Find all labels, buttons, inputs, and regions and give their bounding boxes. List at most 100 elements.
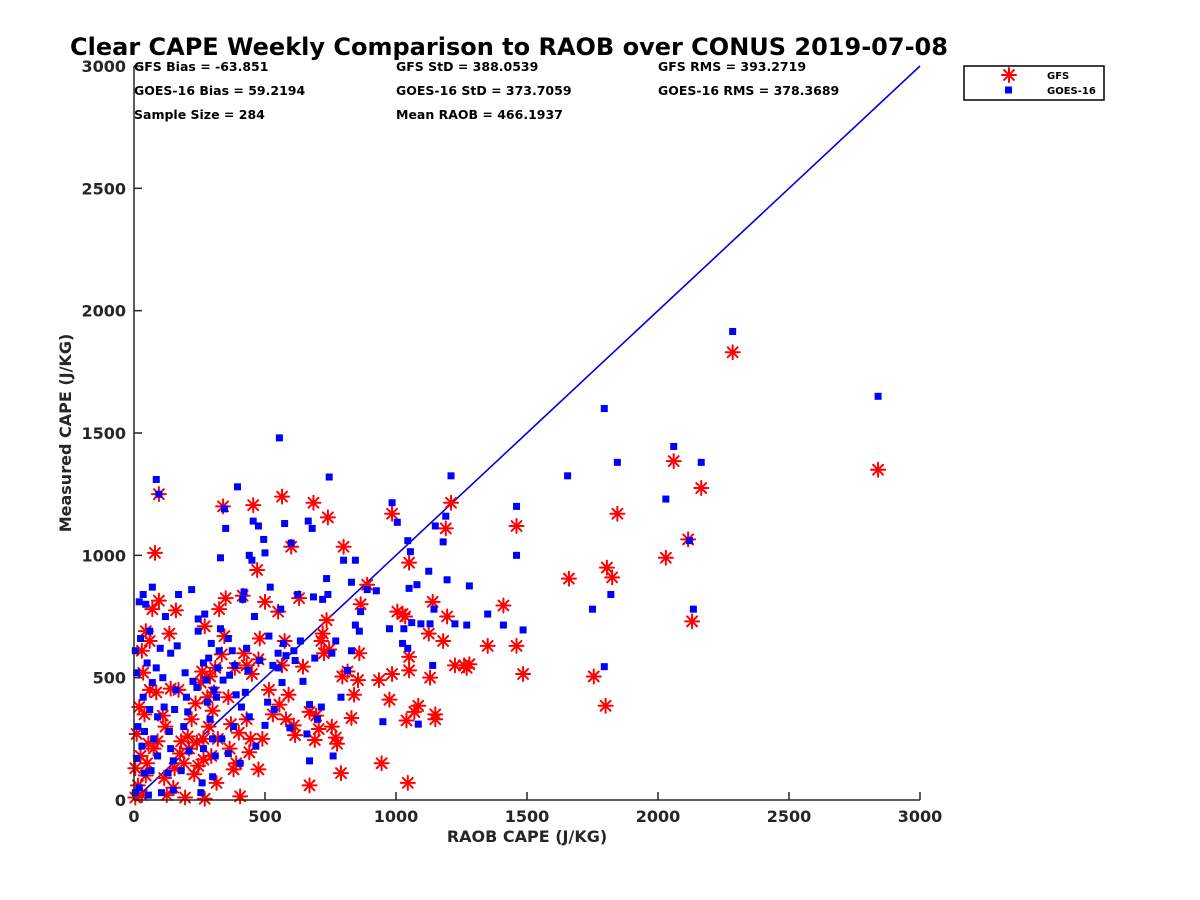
goes-point: [207, 639, 215, 647]
gfs-point: [254, 730, 271, 747]
legend-gfs-marker: [1001, 67, 1017, 83]
y-tick-label: 1500: [81, 424, 126, 443]
goes-point: [874, 392, 882, 400]
goes-point: [277, 605, 285, 613]
gfs-point: [146, 544, 163, 561]
gfs-point: [167, 602, 184, 619]
goes-point: [290, 647, 298, 655]
goes-point: [332, 637, 340, 645]
goes-point: [697, 458, 705, 466]
goes-point: [306, 701, 314, 709]
goes-point: [226, 671, 234, 679]
goes-point: [199, 745, 207, 753]
goes-point: [146, 705, 154, 713]
goes-point: [180, 723, 188, 731]
gfs-point: [250, 761, 267, 778]
goes-point: [203, 698, 211, 706]
stat-gfs-bias: GFS Bias = -63.851: [134, 59, 268, 74]
goes-point: [408, 619, 416, 627]
goes-point: [131, 647, 139, 655]
gfs-point: [260, 681, 277, 698]
goes-point: [131, 789, 139, 797]
gfs-point: [177, 789, 194, 806]
gfs-point: [323, 718, 340, 735]
goes-point: [308, 524, 316, 532]
goes-point: [245, 551, 253, 559]
x-tick-label: 500: [248, 807, 281, 826]
goes-point: [161, 613, 169, 620]
y-tick-label: 2500: [81, 179, 126, 198]
gfs-point: [657, 549, 674, 566]
goes-point: [426, 620, 434, 628]
goes-point: [230, 723, 238, 731]
goes-point: [177, 767, 185, 775]
goes-point: [210, 686, 218, 694]
goes-point: [607, 590, 615, 598]
legend-box: [963, 65, 1105, 101]
goes-point: [146, 627, 154, 635]
goes-point: [214, 664, 222, 672]
gfs-point: [508, 517, 525, 534]
gfs-point: [724, 344, 741, 361]
gfs-point: [204, 702, 221, 719]
gfs-point: [439, 608, 456, 625]
goes-point: [220, 505, 228, 513]
gfs-point: [217, 590, 234, 607]
gfs-point: [161, 625, 178, 642]
goes-point: [232, 691, 240, 699]
goes-point: [167, 649, 175, 657]
goes-point: [148, 679, 156, 687]
goes-point: [499, 621, 507, 629]
gfs-point: [609, 505, 626, 522]
gfs-point: [373, 755, 390, 772]
gfs-point: [225, 761, 242, 778]
gfs-point: [257, 593, 273, 610]
gfs-point: [171, 745, 188, 762]
goes-point: [296, 637, 304, 645]
goes-point: [564, 472, 572, 480]
goes-point: [351, 621, 359, 629]
goes-point: [400, 625, 408, 633]
goes-point: [160, 703, 168, 711]
gfs-point: [422, 669, 439, 686]
gfs-point: [346, 686, 363, 703]
goes-point: [194, 627, 202, 635]
goes-point: [685, 537, 693, 545]
goes-point: [513, 551, 521, 559]
goes-point: [340, 556, 348, 564]
gfs-point: [335, 538, 352, 555]
stat-goes-bias: GOES-16 Bias = 59.2194: [134, 83, 305, 98]
goes-point: [261, 721, 269, 729]
goes-point: [134, 723, 142, 731]
goes-point: [282, 652, 290, 660]
gfs-point: [277, 711, 294, 728]
gfs-point: [251, 630, 268, 647]
gfs-point: [443, 494, 460, 511]
goes-point: [431, 522, 439, 530]
goes-point: [169, 786, 177, 794]
goes-point: [201, 610, 209, 618]
goes-point: [215, 647, 223, 655]
goes-point: [413, 581, 421, 589]
legend: GFS GOES-16: [963, 65, 1105, 101]
goes-point: [319, 595, 327, 603]
goes-point: [274, 649, 282, 657]
goes-point: [199, 659, 207, 667]
goes-point: [211, 752, 219, 760]
gfs-point: [245, 497, 262, 514]
goes-point: [306, 757, 314, 765]
goes-point: [209, 735, 217, 743]
goes-point: [239, 595, 247, 603]
goes-point: [194, 615, 202, 623]
gfs-point: [870, 461, 887, 478]
gfs-point: [301, 777, 318, 794]
goes-point: [209, 773, 217, 781]
goes-point: [249, 517, 257, 525]
goes-point: [236, 759, 244, 767]
goes-point: [355, 627, 363, 635]
goes-point: [202, 676, 210, 684]
gfs-point: [495, 597, 512, 614]
gfs-point: [287, 727, 304, 744]
x-tick-label: 3000: [898, 807, 943, 826]
goes-point: [329, 752, 337, 760]
